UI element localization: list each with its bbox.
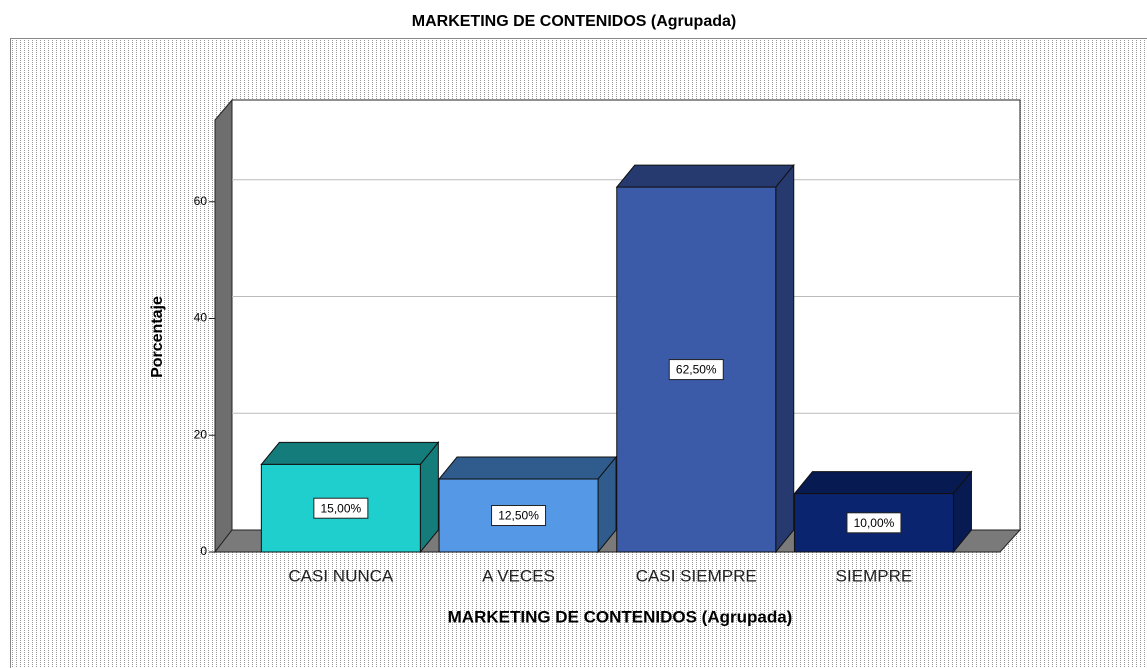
- x-tick-label: SIEMPRE: [836, 566, 913, 585]
- value-label: 12,50%: [498, 509, 539, 523]
- bar-top: [615, 164, 795, 188]
- bar-top: [260, 441, 440, 465]
- y-tick-label: 20: [194, 427, 208, 441]
- value-label: 62,50%: [676, 363, 717, 377]
- x-tick-label: CASI SIEMPRE: [636, 566, 757, 585]
- bar-top: [437, 456, 618, 480]
- chart-title: MARKETING DE CONTENIDOS (Agrupada): [412, 13, 736, 30]
- bar-top: [793, 471, 973, 495]
- value-label-box: [491, 505, 547, 527]
- bar: [437, 455, 618, 554]
- value-label: 10,00%: [854, 516, 895, 530]
- x-axis-label: MARKETING DE CONTENIDOS (Agrupada): [448, 607, 793, 626]
- bar: [615, 163, 795, 554]
- y-axis-label: Porcentaje: [149, 296, 166, 378]
- y-tick-label: 60: [194, 194, 208, 208]
- value-label: 15,00%: [320, 501, 361, 515]
- value-label-box: [313, 497, 369, 519]
- bar: [793, 470, 973, 554]
- x-tick-label: A VECES: [482, 566, 555, 585]
- value-label-box: [668, 359, 724, 381]
- value-label-box: [846, 512, 902, 534]
- y-tick-label: 40: [194, 311, 208, 325]
- x-tick-label: CASI NUNCA: [288, 566, 394, 585]
- bar-side: [775, 163, 795, 554]
- bar: [260, 441, 440, 554]
- y-tick-label: 0: [200, 544, 207, 558]
- left-wall: [214, 98, 233, 554]
